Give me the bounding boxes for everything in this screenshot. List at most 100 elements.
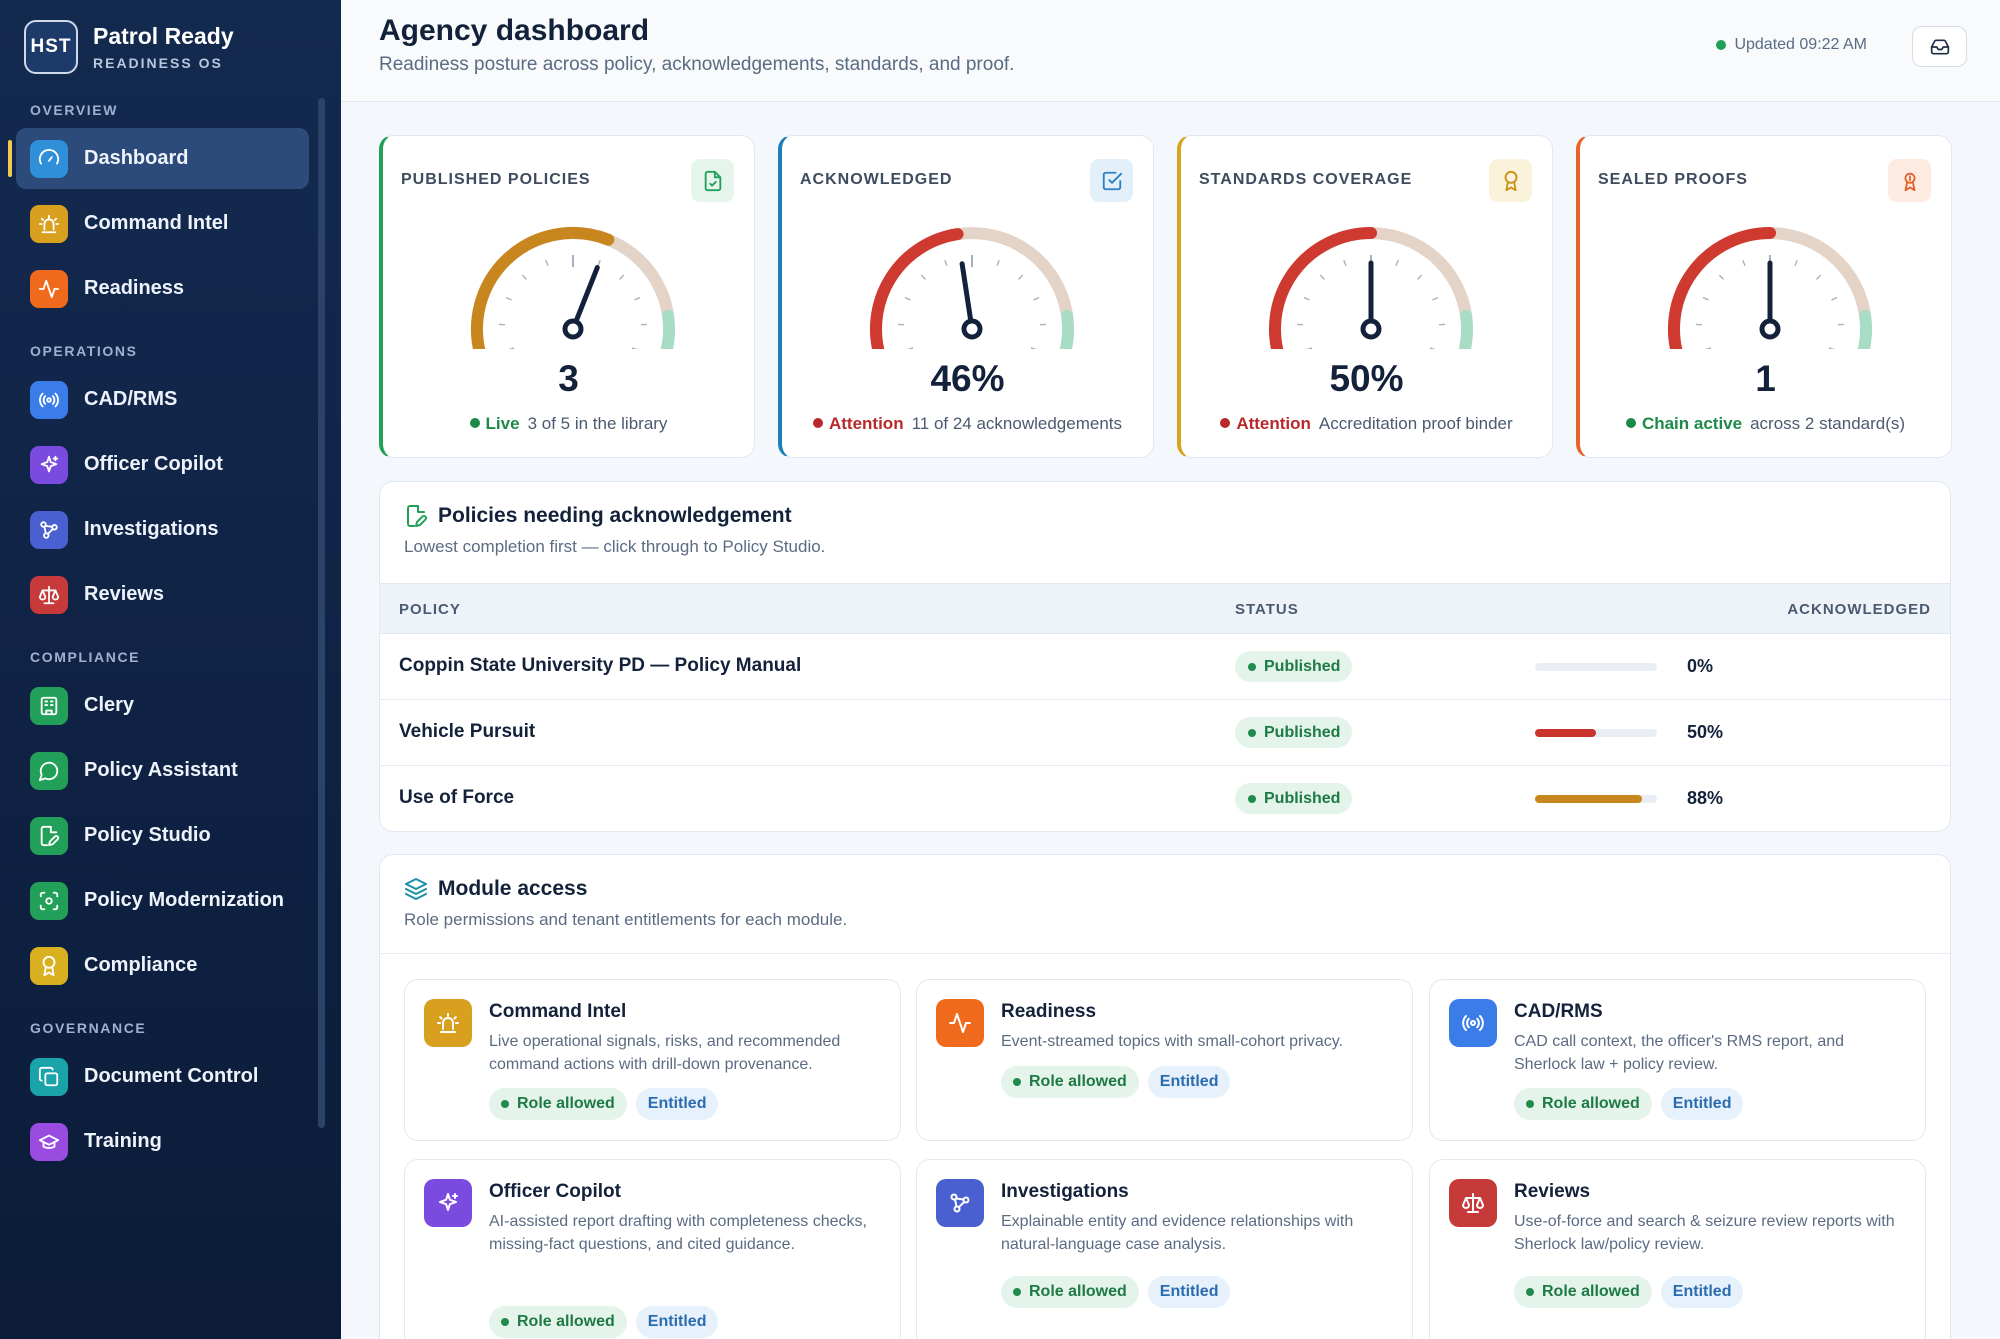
module-access-panel: Module access Role permissions and tenan…: [379, 854, 1951, 1339]
kpi-value: 1: [1755, 358, 1776, 399]
status-badge: Published: [1235, 717, 1353, 748]
sidebar-item-document-control[interactable]: Document Control: [16, 1046, 309, 1107]
sidebar-nav: OVERVIEW Dashboard Command Intel Readiness O…: [0, 92, 341, 1186]
sidebar-item-dashboard[interactable]: Dashboard: [8, 128, 309, 189]
status-dot-icon: [812, 418, 823, 428]
module-card-reviews[interactable]: Reviews Use-of-force and search & seizure…: [1429, 1159, 1926, 1339]
layers-icon: [405, 878, 427, 900]
award-icon: [1504, 170, 1517, 191]
network-icon: [950, 1193, 970, 1213]
status-dot-icon: [1013, 1078, 1021, 1086]
module-description: Event-streamed topics with small-cohort …: [1001, 1033, 1344, 1050]
sidebar-item-label: Policy Studio: [84, 824, 211, 846]
entitled-badge: Entitled: [1147, 1066, 1231, 1098]
module-title: Readiness: [1001, 1001, 1097, 1022]
kpi-label: ACKNOWLEDGED: [800, 171, 953, 188]
kpi-label: SEALED PROOFS: [1598, 171, 1748, 188]
status-dot-icon: [1248, 794, 1256, 803]
module-title: Officer Copilot: [489, 1181, 621, 1202]
column-header-policy[interactable]: POLICY: [399, 601, 461, 618]
sidebar-item-readiness[interactable]: Readiness: [16, 258, 309, 319]
module-card-command-intel[interactable]: Command Intel Live operational signals, r…: [404, 979, 901, 1141]
module-description: Use-of-force and search & seizure review…: [1514, 1213, 1895, 1253]
file-edit-icon: [407, 505, 427, 527]
kpi-status: Attention Accreditation proof binder: [1181, 414, 1552, 434]
kpi-detail: Accreditation proof binder: [1318, 414, 1513, 433]
column-header-acknowledged[interactable]: ACKNOWLEDGED: [1787, 601, 1931, 618]
sidebar-item-policy-assistant[interactable]: Policy Assistant: [16, 740, 309, 801]
file-edit-icon: [40, 825, 60, 846]
sidebar-scrollbar[interactable]: [318, 98, 325, 1128]
brand-logo: HST: [24, 20, 78, 74]
check-square-icon: [1102, 171, 1122, 190]
siren-icon: [437, 1013, 459, 1033]
gauge: [870, 227, 1075, 349]
sidebar-item-investigations[interactable]: Investigations: [16, 499, 309, 560]
kpi-value: 50%: [1329, 358, 1404, 399]
sidebar-item-policy-modernization[interactable]: Policy Modernization: [16, 870, 309, 931]
table-row[interactable]: Use of Force Published 88%: [380, 766, 1950, 831]
status-dot-icon: [501, 1318, 509, 1326]
network-icon: [40, 520, 58, 539]
progress-fill: [1535, 795, 1643, 803]
kpi-status-label: Attention: [828, 414, 904, 433]
sidebar-item-clery[interactable]: Clery: [16, 675, 309, 736]
kpi-card-acknowledged[interactable]: ACKNOWLEDGED 46% Attention 11 of 24 acknowl…: [778, 135, 1154, 458]
nav-section-compliance: COMPLIANCE: [30, 649, 141, 665]
inbox-button[interactable]: [1912, 26, 1967, 67]
page-header: Agency dashboard Readiness posture acros…: [341, 0, 2000, 102]
column-header-status[interactable]: STATUS: [1235, 601, 1299, 618]
status-dot-icon: [1248, 662, 1256, 671]
brand[interactable]: HST Patrol Ready READINESS OS: [24, 20, 234, 74]
status-dot-icon: [501, 1100, 509, 1108]
kpi-card-standards-coverage[interactable]: STANDARDS COVERAGE 50% Attention Accreditat…: [1177, 135, 1553, 458]
kpi-card-sealed-proofs[interactable]: SEALED PROOFS 1 Chain active across 2 stand…: [1576, 135, 1952, 458]
status-dot-icon: [469, 418, 480, 428]
sidebar-item-training[interactable]: Training: [16, 1111, 309, 1172]
brand-title: Patrol Ready: [93, 23, 234, 49]
table-row[interactable]: Coppin State University PD — Policy Manu…: [380, 634, 1950, 700]
sidebar-item-compliance[interactable]: Compliance: [16, 935, 309, 996]
policies-panel: Policies needing acknowledgement Lowest …: [379, 481, 1951, 832]
entitled-badge: Entitled: [1660, 1088, 1744, 1120]
role-allowed-badge: Role allowed: [1001, 1066, 1139, 1098]
status-dot-icon: [1220, 418, 1231, 428]
page-title: Agency dashboard: [379, 14, 650, 47]
sidebar-item-policy-studio[interactable]: Policy Studio: [16, 805, 309, 866]
role-allowed-badge: Role allowed: [489, 1088, 627, 1120]
module-access-title: Module access: [438, 877, 588, 900]
sidebar-item-command-intel[interactable]: Command Intel: [16, 193, 309, 254]
progress-bar: [1535, 663, 1657, 671]
sidebar-item-reviews[interactable]: Reviews: [16, 564, 309, 625]
kpi-status-label: Chain active: [1641, 414, 1743, 433]
role-allowed-badge: Role allowed: [1514, 1276, 1652, 1308]
sidebar-item-label: Investigations: [84, 518, 219, 540]
gauge: [471, 227, 676, 349]
kpi-card-published-policies[interactable]: PUBLISHED POLICIES 3 Live 3 of 5 in the lib…: [379, 135, 755, 458]
gauge: [1668, 227, 1873, 349]
gauge: [1269, 227, 1474, 349]
status-badge: Published: [1235, 651, 1353, 682]
module-title: Investigations: [1001, 1181, 1129, 1202]
module-card-officer-copilot[interactable]: Officer Copilot AI-assisted report drafti…: [404, 1159, 901, 1339]
policy-name[interactable]: Vehicle Pursuit: [399, 721, 536, 742]
module-card-readiness[interactable]: Readiness Event-streamed topics with smal…: [916, 979, 1413, 1141]
sidebar-item-label: Dashboard: [84, 147, 189, 169]
module-card-cad-rms[interactable]: CAD/RMS CAD call context, the officer's R…: [1429, 979, 1926, 1141]
building-icon: [40, 696, 58, 715]
brand-subtitle: READINESS OS: [93, 55, 223, 71]
sidebar-item-cad-rms[interactable]: CAD/RMS: [16, 369, 309, 430]
module-card-investigations[interactable]: Investigations Explainable entity and evi…: [916, 1159, 1413, 1339]
table-row[interactable]: Vehicle Pursuit Published 50%: [380, 700, 1950, 766]
policy-name[interactable]: Use of Force: [399, 787, 515, 808]
policy-name[interactable]: Coppin State University PD — Policy Manu…: [399, 655, 802, 676]
kpi-detail: 11 of 24 acknowledgements: [911, 414, 1123, 433]
percent-label: 50%: [1687, 722, 1724, 742]
sparkles-icon: [40, 455, 59, 472]
kpi-status: Live 3 of 5 in the library: [383, 414, 754, 434]
sidebar-item-label: Training: [84, 1130, 162, 1152]
sidebar-item-officer-copilot[interactable]: Officer Copilot: [16, 434, 309, 495]
kpi-label: PUBLISHED POLICIES: [401, 171, 591, 188]
scan-icon: [39, 891, 59, 910]
status-dot-icon: [1526, 1100, 1534, 1108]
